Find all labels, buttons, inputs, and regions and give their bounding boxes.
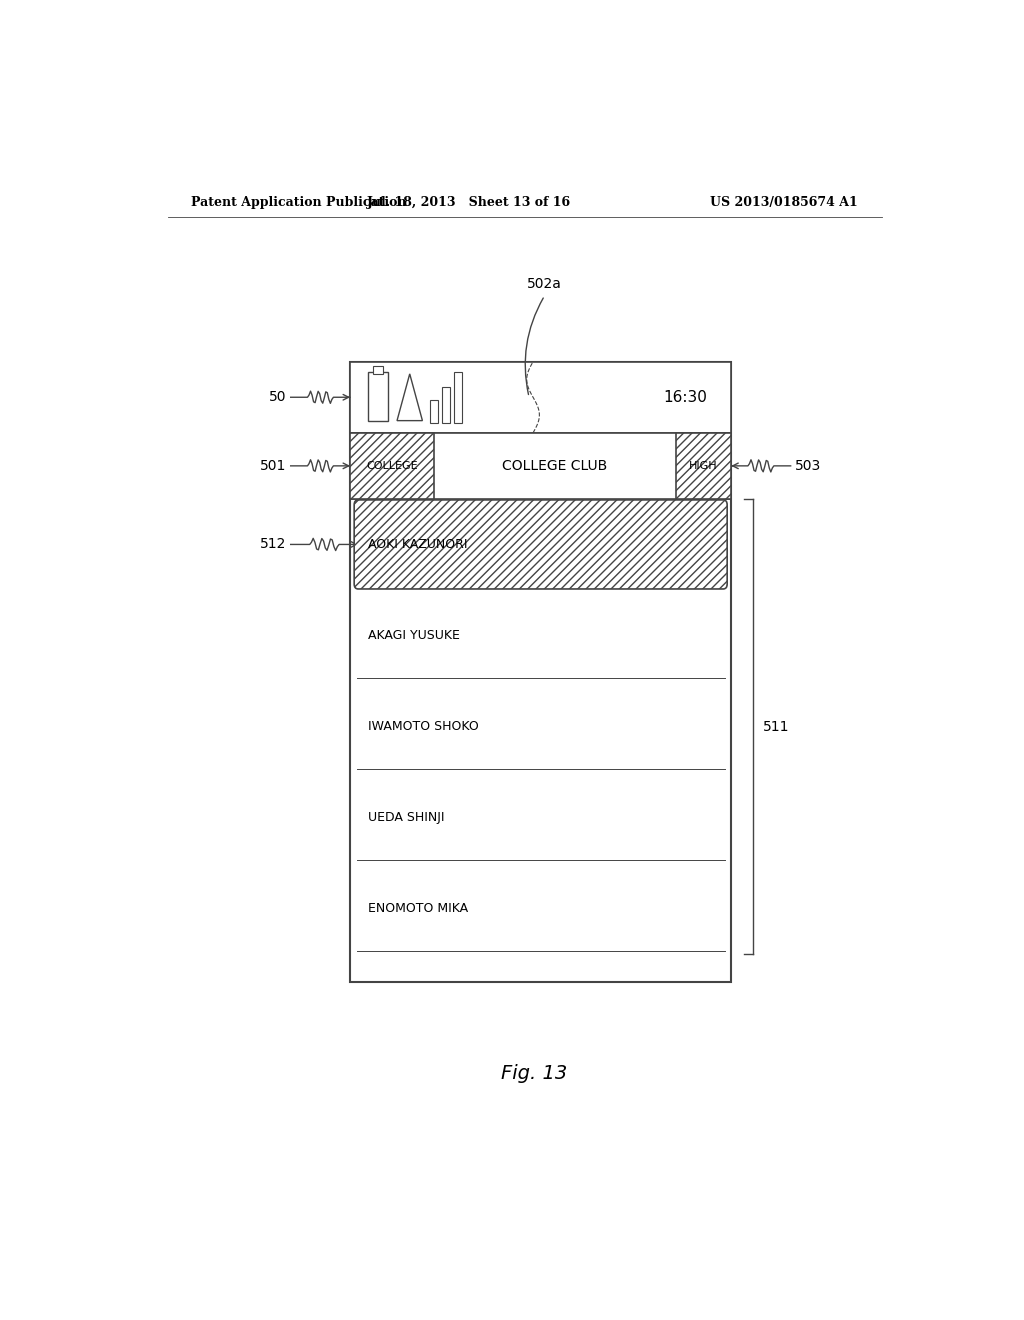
Bar bbox=[368, 372, 388, 421]
FancyBboxPatch shape bbox=[354, 500, 727, 589]
Text: Jul. 18, 2013   Sheet 13 of 16: Jul. 18, 2013 Sheet 13 of 16 bbox=[368, 195, 571, 209]
Text: UEDA SHINJI: UEDA SHINJI bbox=[368, 812, 444, 824]
Bar bbox=[430, 400, 438, 422]
Text: ENOMOTO MIKA: ENOMOTO MIKA bbox=[368, 903, 468, 915]
Text: Fig. 13: Fig. 13 bbox=[501, 1064, 567, 1082]
Text: 501: 501 bbox=[260, 459, 287, 473]
Bar bbox=[455, 372, 462, 422]
Bar bbox=[350, 433, 433, 499]
Text: COLLEGE: COLLEGE bbox=[366, 461, 418, 471]
Text: AOKI KAZUNORI: AOKI KAZUNORI bbox=[368, 539, 467, 550]
Bar bbox=[350, 433, 731, 499]
Bar bbox=[442, 387, 451, 422]
Text: US 2013/0185674 A1: US 2013/0185674 A1 bbox=[711, 195, 858, 209]
Text: Patent Application Publication: Patent Application Publication bbox=[191, 195, 407, 209]
Text: COLLEGE CLUB: COLLEGE CLUB bbox=[502, 459, 607, 473]
Text: 16:30: 16:30 bbox=[664, 389, 708, 405]
Text: HIGH: HIGH bbox=[689, 461, 718, 471]
Text: IWAMOTO SHOKO: IWAMOTO SHOKO bbox=[368, 721, 478, 733]
Text: 511: 511 bbox=[763, 719, 790, 734]
Text: 503: 503 bbox=[795, 459, 821, 473]
Text: 50: 50 bbox=[269, 391, 287, 404]
Text: 512: 512 bbox=[260, 537, 287, 552]
Bar bbox=[373, 366, 383, 374]
Bar bbox=[350, 362, 731, 433]
Text: 502a: 502a bbox=[527, 276, 562, 290]
Text: AKAGI YUSUKE: AKAGI YUSUKE bbox=[368, 630, 460, 642]
Bar bbox=[350, 362, 731, 982]
Bar bbox=[676, 433, 731, 499]
Polygon shape bbox=[397, 374, 423, 421]
